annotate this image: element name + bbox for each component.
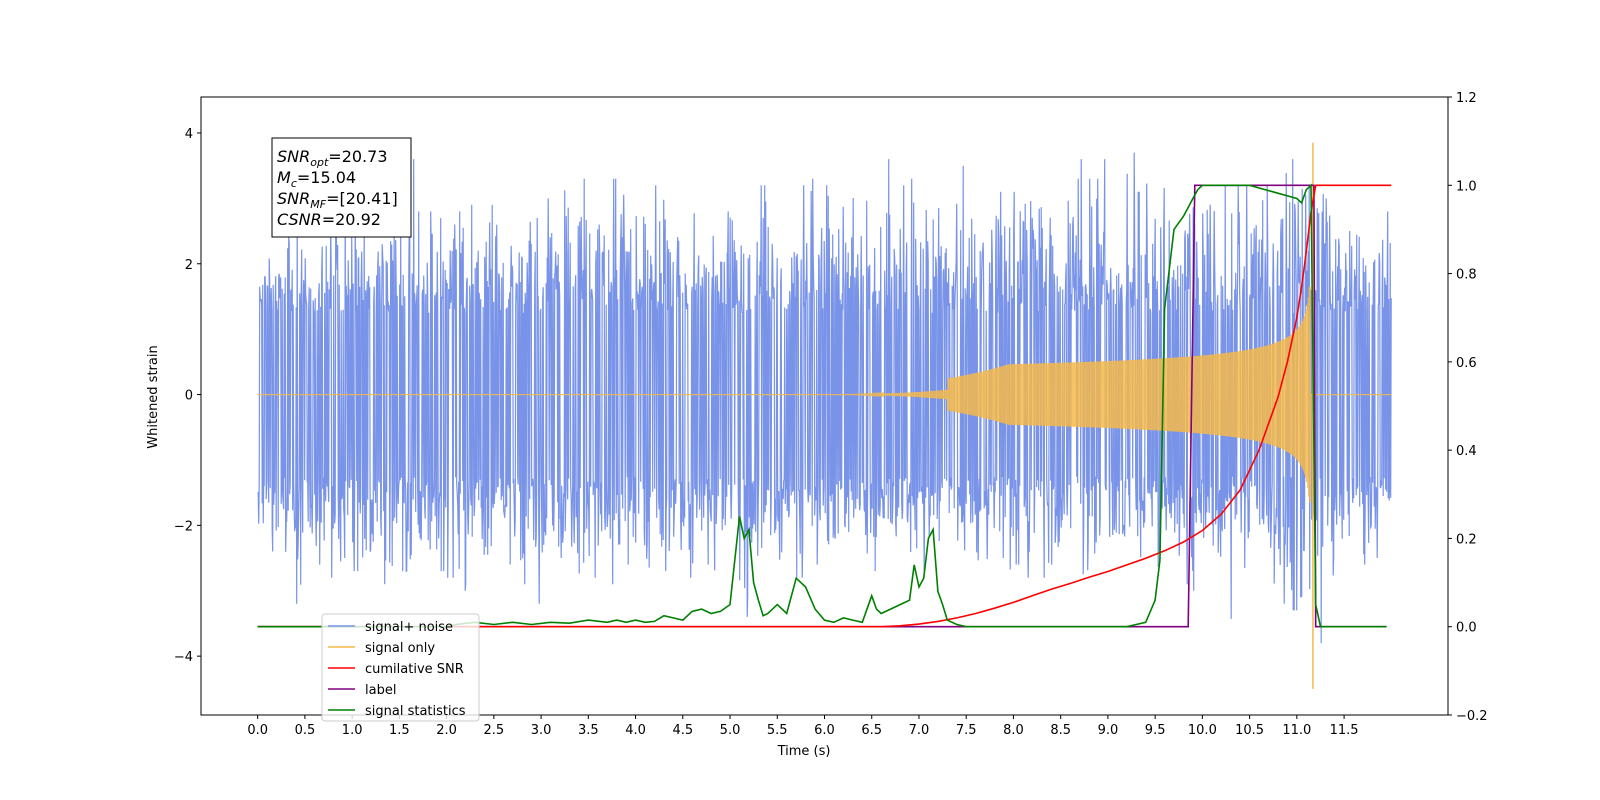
y-tick-label: 2: [185, 258, 193, 273]
x-axis-label: Time (s): [777, 744, 831, 759]
y-tick-label: 4: [185, 127, 193, 142]
x-tick-label: 7.5: [956, 723, 977, 738]
x-tick-label: 2.0: [436, 723, 457, 738]
y2-tick-label: 0.4: [1456, 444, 1477, 459]
x-tick-label: 7.0: [909, 723, 930, 738]
y2-tick-label: 0.6: [1456, 356, 1477, 371]
legend-label: cumilative SNR: [365, 662, 464, 677]
x-tick-label: 11.5: [1330, 723, 1359, 738]
x-tick-label: 8.0: [1003, 723, 1024, 738]
legend-label: signal+ noise: [365, 620, 453, 635]
x-tick-label: 1.5: [389, 723, 410, 738]
x-tick-label: 11.0: [1282, 723, 1311, 738]
x-tick-label: 4.5: [672, 723, 693, 738]
x-tick-label: 0.5: [295, 723, 316, 738]
x-tick-label: 5.0: [720, 723, 741, 738]
x-tick-label: 3.5: [578, 723, 599, 738]
x-tick-label: 0.0: [247, 723, 268, 738]
y2-tick-label: 1.0: [1456, 179, 1477, 194]
y2-tick-label: 0.2: [1456, 532, 1477, 547]
y2-tick-label: −0.2: [1456, 709, 1488, 724]
y-tick-label: 0: [185, 389, 193, 404]
y-axis-label: Whitened strain: [146, 345, 161, 448]
axes: 0.0 0.5 1.0 1.5 2.0 2.5 3.0 3.5 4.0 4.5 5.0 5.5 6.0 6…: [174, 91, 1488, 738]
legend-label: signal only: [365, 641, 435, 656]
x-tick-label: 9.5: [1145, 723, 1166, 738]
x-tick-label: 9.0: [1098, 723, 1119, 738]
x-tick-label: 3.0: [531, 723, 552, 738]
legend: signal+ noise signal only cumilative SNR la…: [321, 613, 480, 722]
series-signal-only: [257, 286, 1392, 503]
plot-area: [257, 142, 1392, 689]
x-tick-label: 1.0: [342, 723, 363, 738]
x-tick-label: 10.5: [1235, 723, 1264, 738]
legend-label: label: [365, 683, 396, 698]
x-tick-label: 5.5: [767, 723, 788, 738]
stats-annotation-line: Mc=15.04: [277, 168, 356, 190]
x-tick-label: 6.0: [814, 723, 835, 738]
x-tick-label: 6.5: [861, 723, 882, 738]
y2-tick-label: 0.0: [1456, 621, 1477, 636]
x-tick-label: 8.5: [1050, 723, 1071, 738]
series-signal-statistics: [257, 183, 1387, 628]
series-cumulative-snr: [257, 184, 1392, 628]
stats-annotation-box: [271, 137, 412, 238]
stats-annotation-line: SNRopt=20.73: [277, 147, 388, 169]
y2-tick-label: 0.8: [1456, 268, 1477, 283]
y-tick-label: −2: [174, 519, 193, 534]
x-tick-label: 2.5: [484, 723, 505, 738]
x-tick-label: 4.0: [625, 723, 646, 738]
y-tick-label: −4: [174, 650, 193, 665]
y2-tick-label: 1.2: [1456, 91, 1477, 106]
stats-annotation-line: SNRMF=[20.41]: [277, 189, 398, 211]
series-signal-plus-noise: [257, 152, 1392, 644]
legend-label: signal statistics: [365, 704, 466, 719]
stats-annotation: SNRopt=20.73Mc=15.04SNRMF=[20.41]CSNR=20…: [271, 137, 412, 238]
x-tick-label: 10.0: [1188, 723, 1217, 738]
stats-annotation-line: CSNR=20.92: [277, 210, 381, 229]
legend-box: [321, 613, 480, 722]
